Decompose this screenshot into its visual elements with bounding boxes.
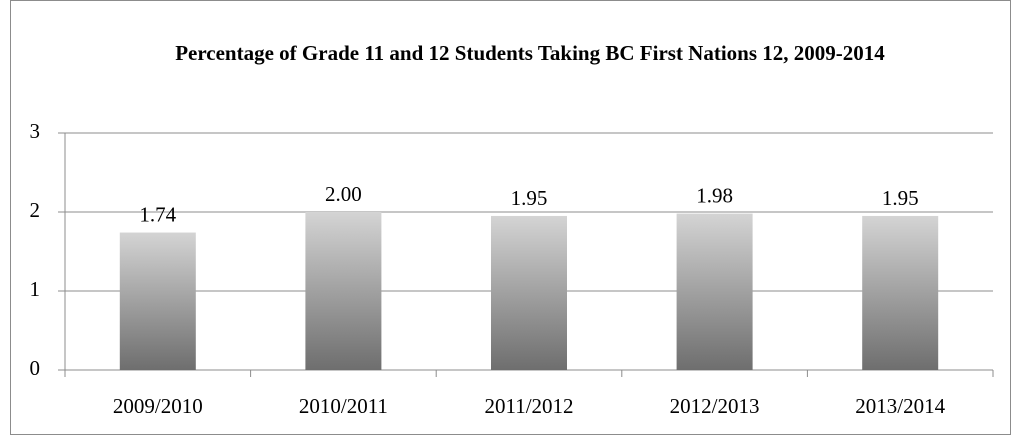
data-label: 1.74: [139, 202, 176, 226]
x-tick-label: 2010/2011: [299, 394, 388, 418]
data-label: 1.95: [511, 186, 548, 210]
bar: [676, 213, 753, 370]
chart-frame: [10, 0, 1011, 435]
x-tick-label: 2011/2012: [484, 394, 573, 418]
x-tick-label: 2012/2013: [670, 394, 760, 418]
bar: [305, 212, 382, 370]
x-tick-label: 2013/2014: [855, 394, 945, 418]
x-tick-label: 2009/2010: [113, 394, 203, 418]
bar: [862, 215, 939, 370]
data-label: 2.00: [325, 182, 362, 206]
y-tick-label: 2: [30, 198, 41, 222]
bar: [119, 232, 196, 370]
y-tick-label: 3: [30, 119, 41, 143]
data-label: 1.95: [882, 186, 919, 210]
y-tick-label: 1: [30, 277, 41, 301]
bar: [491, 215, 567, 370]
y-tick-label: 0: [30, 356, 41, 380]
chart-title: Percentage of Grade 11 and 12 Students T…: [175, 41, 885, 65]
data-label: 1.98: [696, 183, 733, 207]
